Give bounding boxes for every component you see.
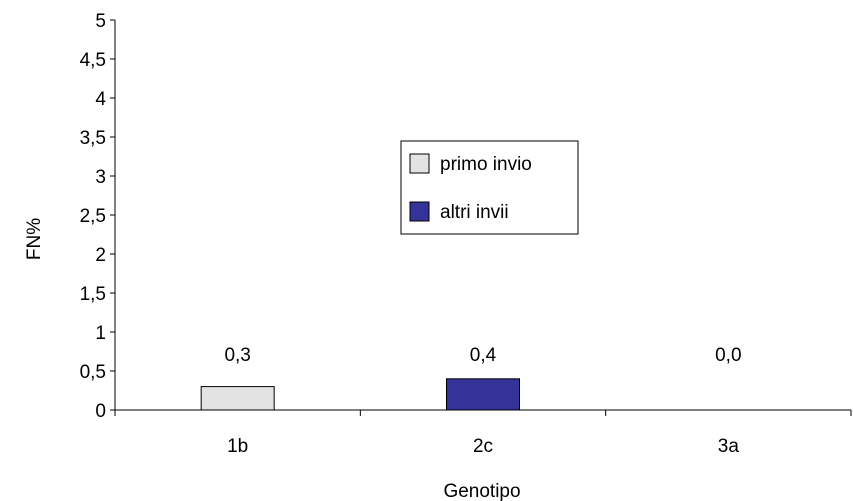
x-tick-label: 2c — [473, 436, 493, 457]
data-label: 0,4 — [470, 345, 497, 366]
y-tick-label: 0 — [95, 401, 106, 422]
legend-label-altri-invii: altri invii — [440, 202, 509, 223]
legend-swatch-primo-invio — [409, 153, 430, 174]
bars — [200, 378, 520, 411]
legend-swatch-altri-invii — [409, 201, 430, 222]
bar-primo-invio-1b — [200, 386, 275, 411]
legend: primo invio altri invii — [400, 140, 579, 235]
data-labels: 0,3 0,4 0,0 — [224, 345, 741, 366]
legend-label-primo-invio: primo invio — [440, 154, 532, 175]
bar-altri-invii-2c — [446, 378, 520, 411]
y-tick-label: 4 — [95, 89, 106, 110]
x-tick-label: 3a — [718, 436, 740, 457]
data-label: 0,3 — [224, 345, 250, 366]
y-tick-label: 1,5 — [80, 284, 106, 305]
legend-box — [400, 140, 579, 235]
y-tick-label: 1 — [95, 323, 106, 344]
x-axis-title: Genotipo — [443, 481, 520, 501]
y-tick-label: 4,5 — [80, 50, 106, 71]
y-tick-label: 2 — [95, 245, 106, 266]
data-label: 0,0 — [715, 345, 741, 366]
y-axis-title: FN% — [24, 218, 45, 260]
x-axis: 1b 2c 3a — [114, 409, 852, 457]
y-tick-label: 3 — [95, 167, 106, 188]
x-tick-label: 1b — [227, 436, 248, 457]
y-axis: 0 0,5 1 1,5 2 2,5 3 3,5 4 4,5 5 — [80, 11, 116, 422]
y-tick-label: 3,5 — [80, 128, 106, 149]
y-tick-label: 0,5 — [80, 362, 106, 383]
y-tick-label: 2,5 — [80, 206, 106, 227]
y-tick-label: 5 — [95, 11, 106, 32]
